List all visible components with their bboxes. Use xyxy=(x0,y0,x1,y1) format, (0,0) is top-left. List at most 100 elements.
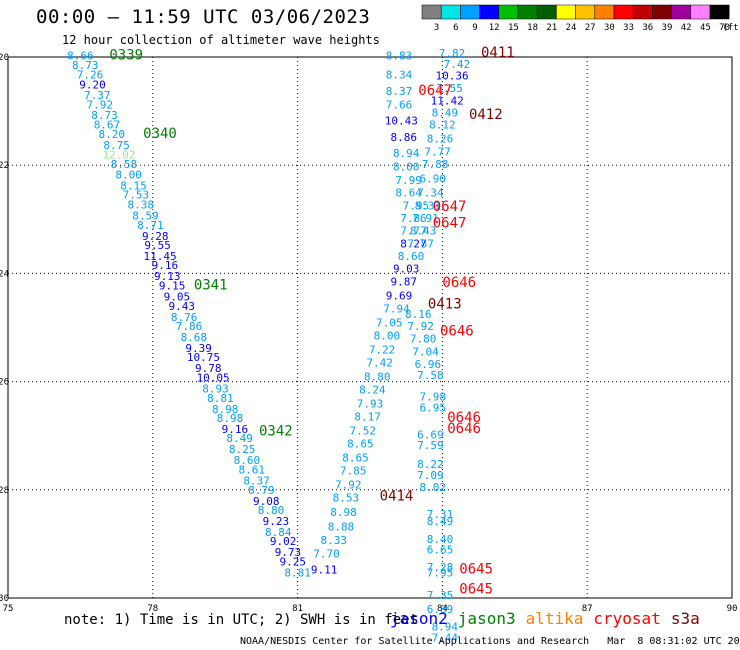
plot-frame xyxy=(7,56,733,599)
swh-value: 9.69 xyxy=(386,289,413,302)
scale-swatch xyxy=(709,4,730,20)
scale-label: 45 xyxy=(700,23,711,33)
swh-value: 7.31 xyxy=(427,508,454,521)
swh-value: 8.88 xyxy=(328,520,355,533)
swh-value: 7.87 xyxy=(407,237,434,250)
swh-value: 7.94 xyxy=(383,302,410,315)
swh-value: 8.15 xyxy=(120,180,147,193)
swh-value: 8.25 xyxy=(229,443,256,456)
scale-swatch xyxy=(652,4,672,20)
pass-time-label: 0340 xyxy=(143,126,177,142)
swh-value: 9.78 xyxy=(195,362,222,375)
swh-value: 8.24 xyxy=(359,384,386,397)
scale-swatch xyxy=(690,4,711,20)
swh-value: 7.85 xyxy=(340,465,367,478)
swh-value: 7.86 xyxy=(176,320,203,333)
swh-value: 7.70 xyxy=(313,547,340,560)
swh-value: 6.69 xyxy=(417,428,444,441)
swh-value: 8.83 xyxy=(386,50,413,63)
satellite-legend-jason3: jason3 xyxy=(457,609,516,628)
scale-swatch xyxy=(556,4,576,20)
y-tick-label: -26 xyxy=(0,378,9,388)
swh-value: 7.86 xyxy=(400,212,427,225)
swh-value: 7.05 xyxy=(376,316,403,329)
swh-value: 8.40 xyxy=(427,533,454,546)
swh-value: 7.55 xyxy=(436,82,463,95)
x-tick-label: 84 xyxy=(437,604,448,614)
swh-value: 8.81 xyxy=(207,392,234,405)
swh-value: 6.90 xyxy=(419,173,446,186)
swh-value: 6.95 xyxy=(419,401,446,414)
y-tick-label: -22 xyxy=(0,161,9,171)
swh-value: 12.02 xyxy=(102,149,135,162)
scale-swatch xyxy=(671,4,692,20)
scale-swatch xyxy=(440,4,461,20)
scale-swatch xyxy=(479,4,500,20)
scale-label: 9 xyxy=(472,23,477,33)
swh-value: 6.96 xyxy=(415,358,442,371)
scale-label: 33 xyxy=(623,23,634,33)
pass-time-label: 0414 xyxy=(380,489,414,505)
x-tick-label: 81 xyxy=(292,604,303,614)
pass-time-label: 0342 xyxy=(259,424,293,440)
swh-value: 8.38 xyxy=(127,198,154,211)
swh-value: 9.55 xyxy=(144,239,171,252)
pass-time-label: 0646 xyxy=(447,410,481,426)
pass-time-labels: 0339034003410342041104120413041406470647… xyxy=(109,45,514,598)
swh-value: 8.33 xyxy=(321,534,348,547)
scale-swatch xyxy=(517,4,538,20)
axis-tick-labels: 75 78 81 84 87 90 -20 -22 -24 -26 -28 -30 xyxy=(0,53,737,614)
scale-swatch xyxy=(632,4,653,20)
swh-value: 8.65 xyxy=(347,438,374,451)
swh-value: 7.53 xyxy=(123,189,150,202)
swh-value: 8.94 xyxy=(432,620,459,633)
swh-value: 8.37 xyxy=(386,85,413,98)
x-tick-label: 87 xyxy=(582,604,593,614)
swh-value: 9.16 xyxy=(222,423,249,436)
swh-value: 7.28 xyxy=(427,561,454,574)
swh-value: 7.95 xyxy=(427,566,454,579)
scale-units: (ft) xyxy=(722,23,740,33)
swh-value: 8.34 xyxy=(386,69,413,82)
swh-value: 9.23 xyxy=(263,515,290,528)
swh-value: 8.76 xyxy=(171,311,198,324)
pass-time-label: 0339 xyxy=(109,48,143,64)
scale-label: 70 xyxy=(719,23,730,33)
x-tick-label: 78 xyxy=(147,604,158,614)
scale-swatch xyxy=(498,4,519,20)
scale-label: 3 xyxy=(434,23,439,33)
swh-value: 8.22 xyxy=(417,458,444,471)
swh-value: 7.37 xyxy=(84,89,111,102)
wave-height-values: 8.668.737.269.207.377.928.738.678.208.75… xyxy=(67,47,470,644)
swh-value: 9.13 xyxy=(154,270,181,283)
pass-time-label: 0647 xyxy=(433,215,467,231)
swh-value: 7.92 xyxy=(335,479,362,492)
scale-label: 36 xyxy=(642,23,653,33)
pass-time-label: 0646 xyxy=(447,421,481,437)
swh-value: 7.88 xyxy=(422,158,449,171)
swh-value: 9.20 xyxy=(79,78,106,91)
swh-value: 8.81 xyxy=(284,566,311,579)
scale-swatch xyxy=(421,4,442,20)
y-tick-label: -20 xyxy=(0,53,9,63)
swh-value: 8.84 xyxy=(265,526,292,539)
swh-value: 8.37 xyxy=(243,474,270,487)
scale-swatch xyxy=(613,4,634,20)
pass-time-label: 0412 xyxy=(469,107,503,123)
satellite-legend: jason2 jason3 altika cryosat s3a xyxy=(390,609,710,628)
swh-value: 9.25 xyxy=(280,556,307,569)
x-tick-label: 75 xyxy=(3,604,14,614)
pass-time-label: 0645 xyxy=(459,562,493,578)
swh-value: 9.16 xyxy=(152,259,179,272)
scale-label: 39 xyxy=(662,23,673,33)
satellite-legend-altika: altika xyxy=(525,609,584,628)
swh-value: 9.11 xyxy=(311,564,338,577)
swh-value: 8.93 xyxy=(202,382,229,395)
swh-value: 8.67 xyxy=(94,118,121,131)
swh-value: 7.26 xyxy=(77,69,104,82)
swh-value: 8.68 xyxy=(181,331,208,344)
y-tick-label: -28 xyxy=(0,486,9,496)
swh-value: 8.98 xyxy=(217,412,244,425)
pass-time-label: 0647 xyxy=(433,199,467,215)
